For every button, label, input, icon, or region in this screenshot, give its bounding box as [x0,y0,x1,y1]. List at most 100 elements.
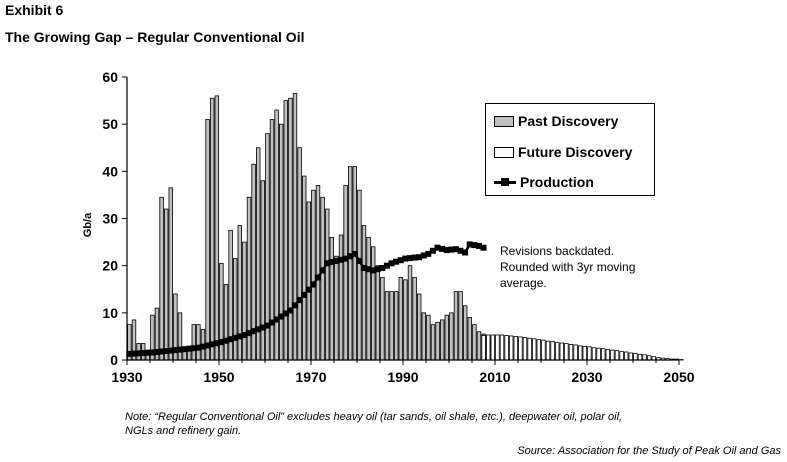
future-discovery-bars [481,334,684,361]
x-tick-label: 2030 [571,369,602,385]
production-marker [425,250,432,257]
production-marker [374,266,381,273]
x-tick-label: 2050 [663,369,694,385]
legend-past-label: Past Discovery [518,113,619,129]
production-marker [448,246,455,253]
past-bar [301,175,307,361]
production-marker [434,244,441,251]
y-tick-label: 50 [102,116,118,132]
production-marker [393,258,400,265]
past-bar [449,312,454,361]
past-bar [421,312,426,361]
production-marker [209,341,216,348]
future-bar [610,349,615,361]
footnote-line-2: NGLs and refinery gain. [125,425,242,437]
past-bar [357,189,362,361]
past-bar [237,225,242,361]
legend-future-label: Future Discovery [518,144,633,160]
past-bar [352,166,357,361]
production-marker [232,334,239,341]
future-bar [532,338,537,361]
past-bar [223,284,229,361]
future-bar [536,339,541,361]
production-marker [360,265,367,271]
production-marker [388,260,395,267]
production-marker [397,257,404,264]
production-marker [314,274,321,281]
production-marker [199,343,206,350]
past-bar [453,291,459,361]
past-bar [334,255,339,361]
past-bar [191,324,196,361]
past-discovery-bars [127,93,495,361]
production-marker [282,310,289,317]
production-marker [429,247,436,254]
future-swatch-icon [494,146,514,158]
past-bar [324,208,330,361]
annotation-line-3: average. [500,276,547,290]
future-bar [619,351,624,361]
x-tick-label: 1950 [203,369,234,385]
past-bar [177,312,183,361]
future-bar [485,334,491,361]
production-marker [457,247,464,254]
production-marker [195,344,202,351]
past-swatch-icon [494,115,514,127]
y-tick-label: 30 [102,211,118,227]
past-bar [416,293,422,361]
production-marker [420,252,427,259]
future-bar [605,349,610,361]
past-bar [467,317,472,361]
future-bar [559,342,564,361]
production-marker [204,342,211,349]
future-bar [633,352,638,361]
production-marker [245,330,252,337]
future-bar [545,340,551,361]
future-bar [513,336,518,361]
y-tick-label: 40 [102,163,118,179]
past-bar [163,208,169,361]
y-tick-label: 10 [102,305,118,321]
past-bar [430,324,436,361]
past-bar [403,279,408,361]
future-bar [568,344,574,361]
production-marker [172,347,179,354]
past-bar [370,246,376,361]
production-marker [365,266,372,273]
x-tick-label: 1970 [295,369,326,385]
production-marker [333,257,340,264]
annotation-line-2: Rounded with 3yr moving [500,260,636,274]
future-bar [504,335,509,361]
past-bar [288,97,293,361]
past-bar [389,291,394,361]
past-bar [347,166,353,361]
future-bar [614,350,620,361]
future-bar [582,345,587,361]
past-bar [168,187,173,361]
future-bar [518,336,523,361]
future-bar [596,347,601,361]
production-marker [351,250,358,257]
production-marker [255,326,262,333]
production-marker [250,328,257,335]
chart-title: The Growing Gap – Regular Conventional O… [5,29,305,45]
production-marker [259,324,266,331]
future-bar [527,337,532,361]
past-bar [274,109,279,361]
past-bar [329,236,334,361]
production-marker [296,297,303,304]
production-marker [264,322,271,329]
production-marker [167,347,174,354]
past-bar [444,314,449,361]
production-marker [227,336,234,343]
past-bar [343,185,348,361]
past-bar [311,189,316,361]
production-marker [319,267,326,274]
production-marker [163,348,170,354]
production-marker [443,247,450,254]
production-marker [291,302,298,309]
annotation: Revisions backdated. Rounded with 3yr mo… [500,243,635,291]
production-marker [140,350,147,356]
production-marker [411,254,418,261]
production-marker [439,245,446,252]
